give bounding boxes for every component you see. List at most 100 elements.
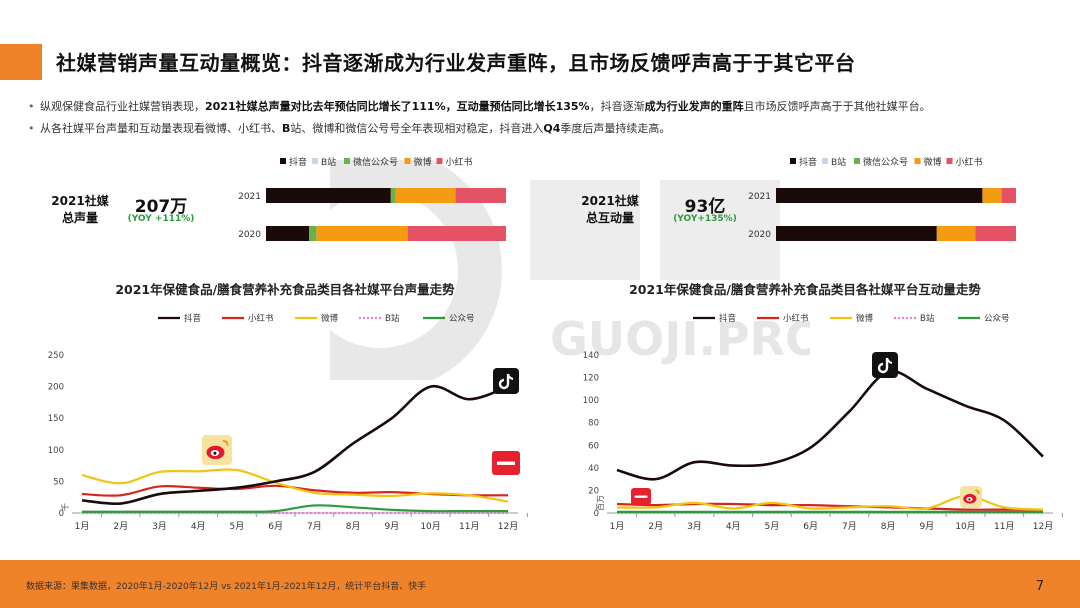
y-tick-label: 50 xyxy=(53,477,64,487)
bullet-1: • 纵观保健食品行业社媒营销表现，2021社媒总声量对比去年预估同比增长了111%… xyxy=(28,100,931,113)
bar-segment xyxy=(776,226,937,241)
legend-label: 微博 xyxy=(856,313,874,324)
bar-segment xyxy=(316,226,408,241)
y-tick-label: 100 xyxy=(48,446,64,456)
kpi-voice-yoy: (YOY +111%) xyxy=(127,214,195,224)
bar-segment xyxy=(936,226,976,241)
x-tick-label: 5月 xyxy=(230,521,245,532)
legend-label: B站 xyxy=(831,156,846,168)
bullet-2: • 从各社媒平台声量和互动量表现看微博、小红书、B站、微博和微信公号号全年表现相对… xyxy=(28,122,671,135)
voice-trend-chart-title: 2021年保健食品/膳食营养补充食品类目各社媒平台声量走势 xyxy=(115,282,455,297)
bar-segment xyxy=(975,226,1016,241)
y-tick-label: 100 xyxy=(583,396,599,406)
bar-category-label: 2021 xyxy=(238,192,261,202)
y-tick-label: 150 xyxy=(48,414,64,424)
series-line xyxy=(81,504,508,513)
legend-label: B站 xyxy=(920,313,935,324)
x-tick-label: 6月 xyxy=(803,521,818,532)
legend-label: 抖音 xyxy=(289,156,307,168)
x-tick-label: 7月 xyxy=(307,521,322,532)
x-tick-label: 10月 xyxy=(420,521,440,532)
series-line xyxy=(81,468,509,503)
y-tick-label: 20 xyxy=(588,486,599,496)
voice-trend-line-chart: 抖音 小红书 微博 B站 公众号 0 50 100 150 200 250 千 1月 2月 3月 4月 5月 6月… xyxy=(48,313,528,532)
legend-label: 抖音 xyxy=(184,313,202,324)
legend-label: 微博 xyxy=(321,313,339,324)
legend-label: 小红书 xyxy=(248,313,274,324)
legend-label: 小红书 xyxy=(956,156,983,168)
legend-swatch xyxy=(436,158,443,164)
interaction-trend-chart-title: 2021年保健食品/膳食营养补充食品类目各社媒平台互动量走势 xyxy=(629,282,981,297)
y-tick-label: 200 xyxy=(48,383,64,393)
xiaohongshu-icon xyxy=(631,488,651,505)
bar-category-label: 2020 xyxy=(238,230,261,240)
y-axis-unit: 千 xyxy=(60,503,70,511)
x-tick-label: 3月 xyxy=(152,521,167,532)
legend-label: B站 xyxy=(385,313,400,324)
bar-segment xyxy=(266,188,391,203)
douyin-icon xyxy=(493,368,519,394)
kpi-interaction-yoy: (YOY+135%) xyxy=(673,214,737,224)
y-tick-label: 250 xyxy=(48,351,64,361)
y-tick-label: 40 xyxy=(588,464,599,474)
legend-swatch xyxy=(790,158,796,164)
interaction-trend-line-chart: 抖音 小红书 微博 B站 公众号 0 20 40 60 80 100 120 140 百万 1月 2月 3月 4月… xyxy=(583,313,1063,532)
legend-label: 微信公众号 xyxy=(863,156,908,168)
bar-segment xyxy=(390,188,396,203)
kpi-interaction-label: 2021社媒 总互动量 xyxy=(581,194,639,225)
legend-label: B站 xyxy=(321,156,336,168)
x-tick-label: 9月 xyxy=(919,521,934,532)
x-tick-label: 1月 xyxy=(75,521,90,532)
x-tick-label: 3月 xyxy=(687,521,702,532)
x-tick-label: 6月 xyxy=(268,521,283,532)
x-tick-label: 8月 xyxy=(881,521,896,532)
summary-bullets: • 纵观保健食品行业社媒营销表现，2021社媒总声量对比去年预估同比增长了111%… xyxy=(28,96,1068,140)
x-tick-label: 11月 xyxy=(459,521,479,532)
series-line xyxy=(81,384,509,506)
legend-swatch xyxy=(914,158,921,164)
legend-label: 抖音 xyxy=(799,156,817,168)
y-tick-label: 0 xyxy=(594,509,599,519)
weibo-icon xyxy=(960,486,982,508)
title-bar: 社媒营销声量互动量概览：抖音逐渐成为行业发声重阵，且市场反馈呼声高于于其它平台 xyxy=(0,44,1080,80)
data-source: 数据来源：果集数据，2020年1月-2020年12月 vs 2021年1月-20… xyxy=(26,582,427,592)
interaction-share-bar-chart: 抖音 B站 微信公众号 微博 小红书 2021 2020 xyxy=(748,156,1016,241)
x-tick-label: 11月 xyxy=(994,521,1014,532)
legend-label: 微博 xyxy=(924,156,942,168)
legend-swatch xyxy=(404,158,411,164)
bar-category-label: 2021 xyxy=(748,192,771,202)
bar-segment xyxy=(455,188,506,203)
bar-category-label: 2020 xyxy=(748,230,771,240)
legend-swatch xyxy=(854,158,860,164)
legend-label: 微信公众号 xyxy=(353,156,398,168)
legend-label: 小红书 xyxy=(783,313,809,324)
bar-segment xyxy=(266,226,310,241)
kpi-interaction-value: 93亿 xyxy=(684,197,726,217)
x-tick-label: 4月 xyxy=(726,521,741,532)
legend-label: 小红书 xyxy=(446,156,473,168)
bar-segment xyxy=(407,226,506,241)
legend-swatch xyxy=(280,158,286,164)
xiaohongshu-icon xyxy=(492,451,520,475)
voice-share-bar-chart: 抖音 B站 微信公众号 微博 小红书 2021 2020 xyxy=(238,156,506,241)
kpi-voice-label: 2021社媒 总声量 xyxy=(51,194,109,225)
legend-label: 微博 xyxy=(414,156,432,168)
legend-label: 公众号 xyxy=(984,314,1010,324)
y-tick-label: 80 xyxy=(588,419,599,429)
title-accent xyxy=(0,44,42,80)
weibo-icon xyxy=(202,435,232,465)
page-number: 7 xyxy=(1035,579,1044,594)
x-tick-label: 5月 xyxy=(765,521,780,532)
y-axis-unit: 百万 xyxy=(596,495,605,511)
x-tick-label: 2月 xyxy=(648,521,663,532)
legend-swatch xyxy=(344,158,350,164)
x-tick-label: 1月 xyxy=(610,521,625,532)
x-tick-label: 10月 xyxy=(955,521,975,532)
douyin-icon xyxy=(872,352,898,378)
legend-label: 公众号 xyxy=(449,314,475,324)
y-tick-label: 120 xyxy=(583,374,599,384)
x-tick-label: 4月 xyxy=(191,521,206,532)
x-tick-label: 9月 xyxy=(384,521,399,532)
kpi-voice-value: 207万 xyxy=(134,197,188,217)
bar-segment xyxy=(309,226,317,241)
